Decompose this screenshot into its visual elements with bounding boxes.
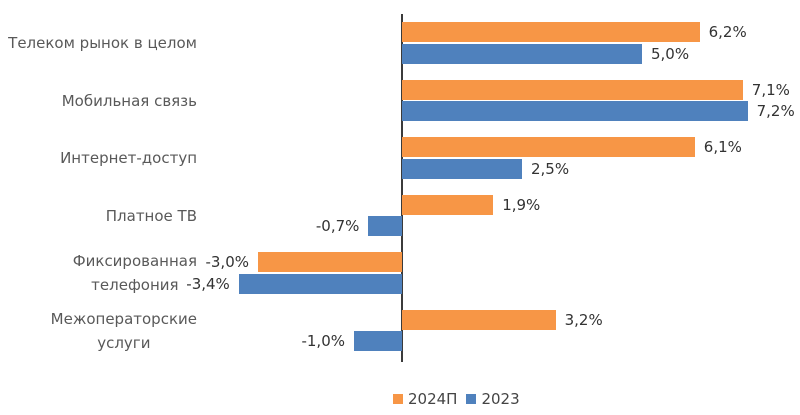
value-label-2023-cat0: 5,0% bbox=[651, 44, 690, 63]
zero-axis-line bbox=[401, 14, 403, 362]
value-label-2023-cat5: -1,0% bbox=[301, 332, 345, 350]
value-label-2023-cat4: -3,4% bbox=[186, 274, 230, 293]
bar-2023-cat4 bbox=[238, 273, 402, 294]
value-label-2024П-cat0: 6,2% bbox=[708, 23, 747, 41]
bar-2023-cat3 bbox=[368, 216, 402, 236]
bar-2023-cat1 bbox=[402, 101, 748, 121]
category-label-4: Фиксированная телефония bbox=[72, 252, 197, 294]
value-label-2023-cat2: 2,5% bbox=[531, 159, 570, 178]
bar-2024П-cat2 bbox=[402, 137, 695, 157]
bar-2024П-cat3 bbox=[402, 194, 494, 215]
category-label-2: Интернет-доступ bbox=[60, 149, 197, 167]
value-label-2024П-cat4: -3,0% bbox=[205, 253, 249, 271]
bar-2023-cat0 bbox=[402, 43, 642, 64]
category-label-3: Платное ТВ bbox=[105, 206, 197, 225]
value-label-2024П-cat2: 6,1% bbox=[703, 138, 742, 156]
category-label-0: Телеком рынок в целом bbox=[8, 34, 197, 52]
legend-item-2023: 2023 bbox=[466, 390, 520, 408]
value-label-2023-cat1: 7,2% bbox=[756, 102, 795, 120]
value-label-2024П-cat5: 3,2% bbox=[564, 310, 603, 329]
bar-2024П-cat0 bbox=[402, 22, 700, 42]
bar-2024П-cat5 bbox=[402, 309, 556, 330]
value-label-2024П-cat1: 7,1% bbox=[751, 80, 790, 99]
category-label-1: Мобильная связь bbox=[61, 91, 197, 110]
bar-2023-cat2 bbox=[402, 158, 522, 179]
legend-swatch-2023 bbox=[466, 394, 477, 404]
bar-2023-cat5 bbox=[354, 331, 402, 351]
legend-swatch-2024p bbox=[393, 394, 403, 404]
value-label-2024П-cat3: 1,9% bbox=[502, 195, 541, 214]
bar-2024П-cat4 bbox=[258, 252, 402, 272]
value-label-2023-cat3: -0,7% bbox=[315, 217, 360, 235]
bar-2024П-cat1 bbox=[402, 79, 743, 100]
legend-label-2023: 2023 bbox=[481, 390, 520, 408]
legend-item-2024p: 2024П bbox=[393, 390, 457, 408]
legend: 2024П 2023 bbox=[393, 390, 520, 408]
legend-label-2024p: 2024П bbox=[408, 390, 458, 408]
category-label-5: Межоператорские услуги bbox=[50, 309, 197, 352]
